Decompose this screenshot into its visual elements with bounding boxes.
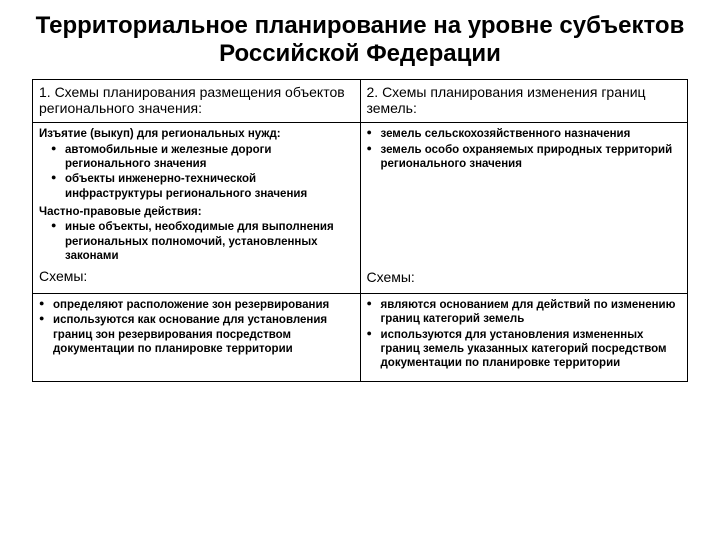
left-group1-list: автомобильные и железные дороги регионал… bbox=[39, 143, 354, 202]
right-body: земель сельскохозяйственного назначения … bbox=[360, 123, 688, 294]
list-item: автомобильные и железные дороги регионал… bbox=[39, 143, 354, 172]
list-item: земель сельскохозяйственного назначения bbox=[367, 127, 682, 141]
page-title: Территориальное планирование на уровне с… bbox=[32, 12, 688, 67]
right-header: 2. Схемы планирования изменения границ з… bbox=[360, 80, 688, 123]
list-item: используются как основание для установле… bbox=[39, 313, 354, 356]
right-schemes: являются основанием для действий по изме… bbox=[360, 293, 688, 381]
list-item: земель особо охраняемых природных террит… bbox=[367, 143, 682, 172]
left-group1-title: Изъятие (выкуп) для региональных нужд: bbox=[39, 127, 354, 141]
left-schemes-list: определяют расположение зон резервирован… bbox=[39, 298, 354, 357]
right-schemes-list: являются основанием для действий по изме… bbox=[367, 298, 682, 371]
left-header: 1. Схемы планирования размещения объекто… bbox=[33, 80, 361, 123]
left-schemes: определяют расположение зон резервирован… bbox=[33, 293, 361, 381]
list-item: используются для установления измененных… bbox=[367, 328, 682, 371]
left-body: Изъятие (выкуп) для региональных нужд: а… bbox=[33, 123, 361, 294]
right-schemes-label: Схемы: bbox=[367, 269, 682, 287]
right-list: земель сельскохозяйственного назначения … bbox=[367, 127, 682, 171]
list-item: объекты инженерно-технической инфраструк… bbox=[39, 172, 354, 201]
list-item: определяют расположение зон резервирован… bbox=[39, 298, 354, 312]
comparison-table: 1. Схемы планирования размещения объекто… bbox=[32, 79, 688, 382]
left-group2-title: Частно-правовые действия: bbox=[39, 205, 354, 219]
left-schemes-label: Схемы: bbox=[39, 268, 354, 286]
list-item: являются основанием для действий по изме… bbox=[367, 298, 682, 327]
left-group2-list: иные объекты, необходимые для выполнения… bbox=[39, 220, 354, 263]
list-item: иные объекты, необходимые для выполнения… bbox=[39, 220, 354, 263]
